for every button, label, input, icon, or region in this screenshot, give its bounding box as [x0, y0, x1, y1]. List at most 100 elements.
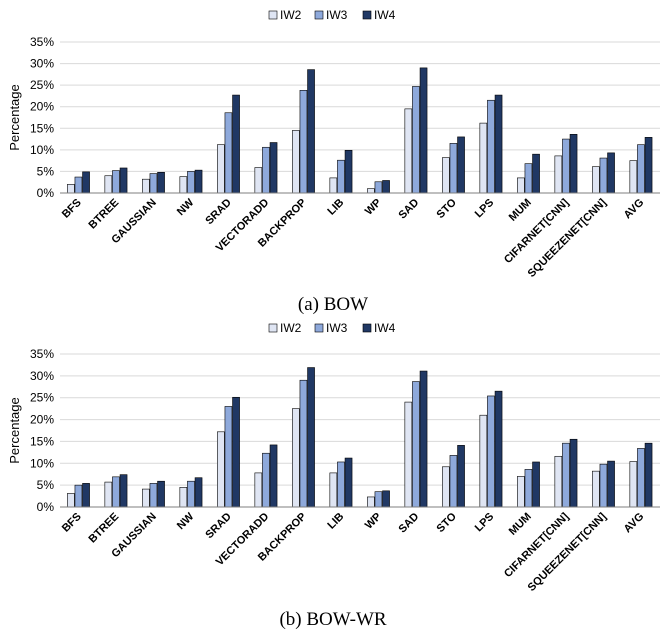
bar-iw2-vectoradd — [254, 472, 263, 508]
y-tick-label: 10% — [30, 143, 54, 157]
bar-iw2-sad — [404, 401, 413, 508]
bar-iw4-bfs — [82, 171, 90, 194]
bar-iw4-wp — [382, 490, 390, 508]
bar-iw3-nw — [187, 171, 195, 194]
bar-iw4-sto — [457, 136, 465, 194]
bar-iw2-srad — [217, 431, 225, 508]
y-tick-label: 30% — [30, 57, 54, 71]
bar-iw4-backprop — [307, 367, 315, 508]
bar-iw4-mum — [532, 153, 540, 194]
bar-iw3-bfs — [74, 176, 83, 194]
bar-iw4-bfs — [82, 483, 90, 508]
legend-label-iw3: IW3 — [326, 321, 348, 335]
bar-iw3-sad — [412, 86, 420, 194]
bar-iw3-nw — [187, 480, 195, 508]
bar-iw2-backprop — [292, 130, 300, 194]
bar-iw3-avg — [637, 448, 645, 508]
x-tick-label: SAD — [396, 197, 421, 222]
bar-iw2-sto — [442, 466, 450, 508]
bar-iw3-srad — [224, 112, 233, 194]
y-tick-label: 20% — [30, 100, 54, 114]
x-tick-label: AVG — [622, 511, 647, 536]
chart-panel-2: IW2 IW3 IW4 0% 5% 10% 15% 20% 25% 30% 35% Percentag… — [7, 321, 660, 630]
legend-label-iw2: IW2 — [280, 8, 302, 22]
bar-iw4-avg — [644, 442, 653, 508]
legend-label-iw4: IW4 — [374, 321, 396, 335]
bar-iw4-sad — [419, 370, 428, 508]
bar-iw3-btree — [112, 476, 120, 508]
y-tick-label: 35% — [30, 35, 54, 49]
bar-iw2-mum — [517, 476, 525, 508]
bar-iw4-mum — [532, 461, 540, 508]
bar-iw2-mum — [517, 177, 525, 194]
bar-iw4-sto — [457, 445, 465, 508]
y-tick-label: 0% — [37, 500, 55, 514]
bar-iw2-vectoradd — [254, 167, 263, 194]
bar-iw2-avg — [629, 461, 638, 508]
x-tick-label: BTREE — [87, 197, 122, 232]
bar-iw2-cifarnet-cnn- — [554, 155, 563, 194]
x-tick-label: WP — [363, 197, 384, 218]
y-axis-label: Percentage — [7, 397, 22, 464]
bar-iw2-lib — [329, 472, 338, 508]
bar-iw3-btree — [112, 170, 120, 194]
x-tick-label: NW — [175, 196, 197, 218]
bar-iw3-cifarnet-cnn- — [562, 442, 570, 508]
x-tick-label: SRAD — [203, 511, 234, 542]
bar-iw3-mum — [524, 469, 533, 508]
bar-iw4-btree — [119, 474, 128, 508]
y-tick-label: 15% — [30, 434, 54, 448]
legend-label-iw4: IW4 — [374, 8, 396, 22]
bar-iw3-backprop — [299, 379, 308, 508]
bar-iw3-lps — [487, 99, 495, 194]
bar-iw3-srad — [224, 406, 233, 508]
bar-iw2-gaussian — [142, 178, 150, 194]
bar-iw4-vectoradd — [269, 142, 278, 194]
x-tick-label: LPS — [473, 197, 497, 221]
bar-iw3-lps — [487, 395, 495, 508]
x-tick-label: MUM — [507, 197, 534, 224]
bar-iw3-wp — [374, 491, 383, 508]
x-tick-label: CIFARNET[CNN] — [502, 510, 572, 580]
bar-iw3-gaussian — [149, 173, 158, 194]
bar-iw3-squeezenet-cnn- — [599, 157, 608, 194]
bar-iw4-nw — [194, 169, 203, 194]
bar-iw3-lib — [337, 159, 345, 194]
y-axis-label: Percentage — [7, 84, 22, 151]
bar-iw2-lps — [479, 122, 488, 194]
bar-iw4-lps — [494, 94, 503, 194]
bar-iw2-sad — [404, 108, 413, 194]
bar-iw3-avg — [637, 144, 645, 194]
bar-iw3-lib — [337, 461, 345, 508]
bar-iw2-lps — [479, 414, 488, 508]
bar-iw3-cifarnet-cnn- — [562, 138, 570, 194]
bar-iw4-btree — [119, 167, 128, 194]
y-tick-label: 10% — [30, 456, 54, 470]
legend: IW2 IW3 IW4 — [268, 321, 396, 335]
bar-iw4-avg — [644, 137, 653, 194]
bar-iw2-squeezenet-cnn- — [592, 166, 600, 194]
legend-swatch-iw3 — [314, 10, 324, 20]
x-tick-label: LIB — [325, 511, 346, 532]
bar-iw4-cifarnet-cnn- — [569, 438, 578, 508]
bar-iw2-btree — [104, 481, 113, 508]
chart-caption: (a) BOW — [298, 294, 368, 315]
legend-swatch-iw4 — [362, 10, 372, 20]
bar-iw3-vectoradd — [262, 452, 270, 508]
x-tick-label: SAD — [396, 511, 421, 536]
bar-iw2-bfs — [67, 493, 75, 508]
y-tick-label: 30% — [30, 369, 54, 383]
bar-iw4-sad — [419, 67, 428, 194]
legend-swatch-iw2 — [268, 10, 278, 20]
y-tick-label: 25% — [30, 391, 54, 405]
bar-iw4-nw — [194, 477, 203, 508]
legend-label-iw3: IW3 — [326, 8, 348, 22]
bar-iw3-mum — [524, 163, 533, 194]
bar-iw4-srad — [232, 396, 240, 508]
bar-iw3-sto — [449, 143, 458, 194]
bar-iw4-squeezenet-cnn- — [607, 152, 615, 194]
y-tick-label: 0% — [37, 186, 55, 200]
x-tick-label: STO — [435, 510, 460, 535]
